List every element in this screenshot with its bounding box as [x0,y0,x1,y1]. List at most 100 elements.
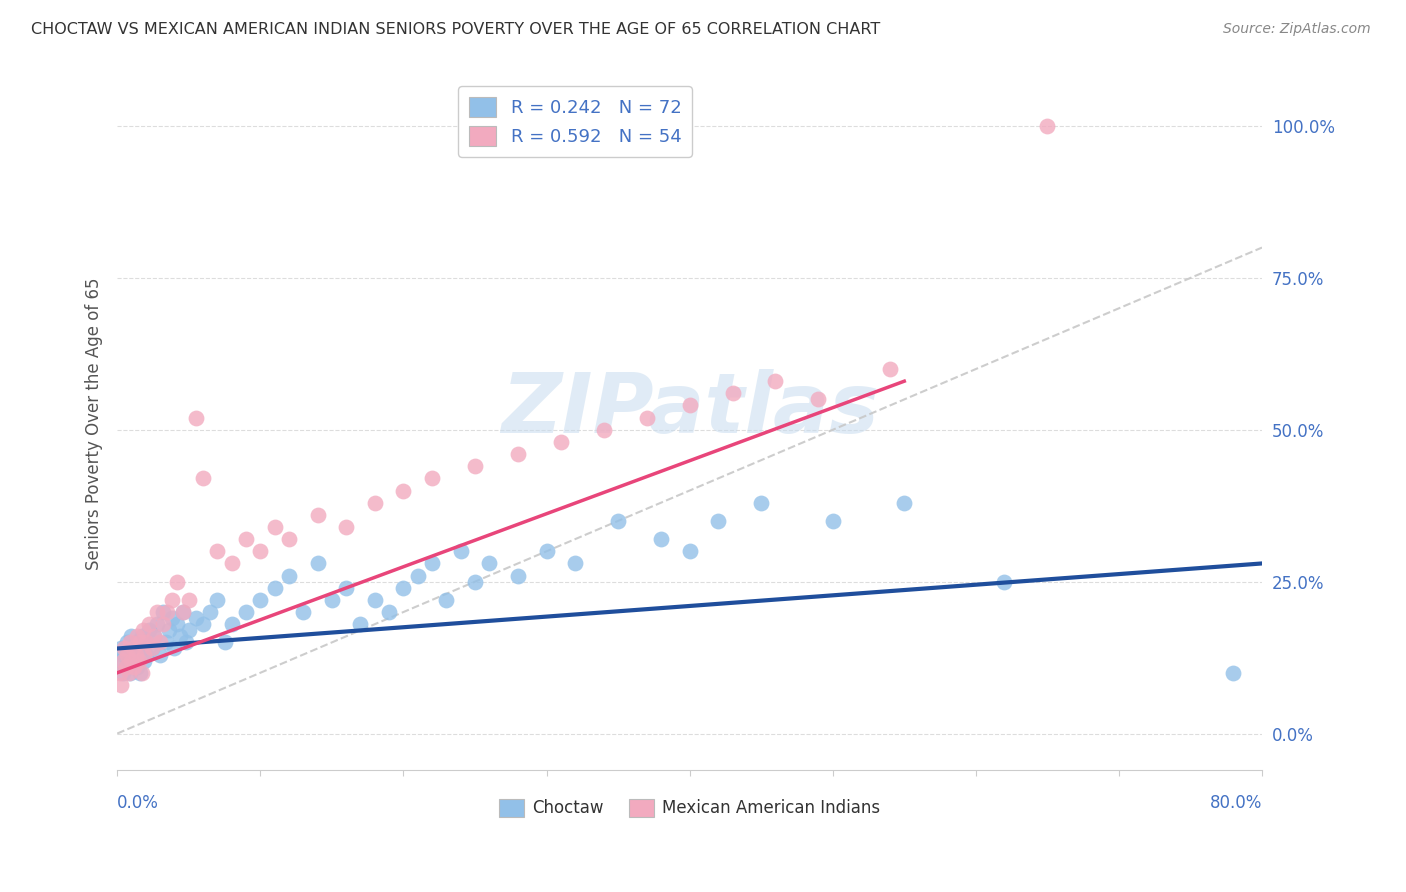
Point [108,654,131,668]
Y-axis label: Seniors Poverty Over the Age of 65: Seniors Poverty Over the Age of 65 [86,277,103,570]
Point [112,641,135,656]
Point [125,635,148,649]
Point [184,611,207,625]
Point [1036,119,1059,133]
Point [506,568,529,582]
Point [191,617,214,632]
Point [143,629,166,643]
Point [149,635,172,649]
Point [135,635,157,649]
Text: CHOCTAW VS MEXICAN AMERICAN INDIAN SENIORS POVERTY OVER THE AGE OF 65 CORRELATIO: CHOCTAW VS MEXICAN AMERICAN INDIAN SENIO… [31,22,880,37]
Point [607,514,630,528]
Point [132,624,155,638]
Point [115,648,138,662]
Point [114,659,136,673]
Point [364,496,387,510]
Point [307,508,329,522]
Point [169,629,191,643]
Point [307,557,329,571]
Point [450,544,472,558]
Point [128,654,150,668]
Point [235,605,257,619]
Point [200,605,222,619]
Point [177,624,200,638]
Point [138,624,160,638]
Point [235,532,257,546]
Point [636,410,658,425]
Text: ZIPatlas: ZIPatlas [501,369,879,450]
Point [157,624,180,638]
Point [678,399,700,413]
Point [141,641,163,656]
Point [122,641,145,656]
Point [124,659,146,673]
Point [155,635,177,649]
Point [335,581,357,595]
Point [277,568,299,582]
Point [108,665,131,680]
Point [110,641,132,656]
Point [146,605,169,619]
Point [143,629,166,643]
Point [125,648,148,662]
Point [406,568,429,582]
Point [146,617,169,632]
Text: Source: ZipAtlas.com: Source: ZipAtlas.com [1223,22,1371,37]
Point [131,665,153,680]
Point [292,605,315,619]
Point [152,605,174,619]
Point [111,654,134,668]
Point [749,496,772,510]
Point [129,665,152,680]
Point [163,641,186,656]
Point [650,532,672,546]
Point [564,557,586,571]
Point [207,544,229,558]
Point [135,635,157,649]
Point [114,659,136,673]
Point [120,635,142,649]
Point [349,617,371,632]
Text: 0.0%: 0.0% [117,794,159,813]
Point [807,392,830,407]
Point [115,635,138,649]
Point [263,520,285,534]
Point [707,514,730,528]
Point [263,581,285,595]
Point [152,617,174,632]
Point [128,648,150,662]
Point [174,635,197,649]
Point [893,496,915,510]
Point [138,617,160,632]
Point [124,654,146,668]
Point [112,648,135,662]
Point [721,386,744,401]
Point [364,593,387,607]
Point [122,641,145,656]
Point [166,574,188,589]
Point [134,654,156,668]
Point [478,557,501,571]
Point [184,410,207,425]
Point [117,665,139,680]
Point [110,678,132,692]
Point [156,605,179,619]
Point [392,483,415,498]
Point [207,593,229,607]
Text: 80.0%: 80.0% [1209,794,1263,813]
Point [592,423,614,437]
Point [277,532,299,546]
Point [191,471,214,485]
Point [121,654,143,668]
Point [536,544,558,558]
Point [172,605,194,619]
Point [160,611,183,625]
Point [1222,665,1244,680]
Point [221,557,243,571]
Point [134,648,156,662]
Point [765,374,787,388]
Point [132,641,155,656]
Point [160,593,183,607]
Point [249,544,271,558]
Point [420,557,443,571]
